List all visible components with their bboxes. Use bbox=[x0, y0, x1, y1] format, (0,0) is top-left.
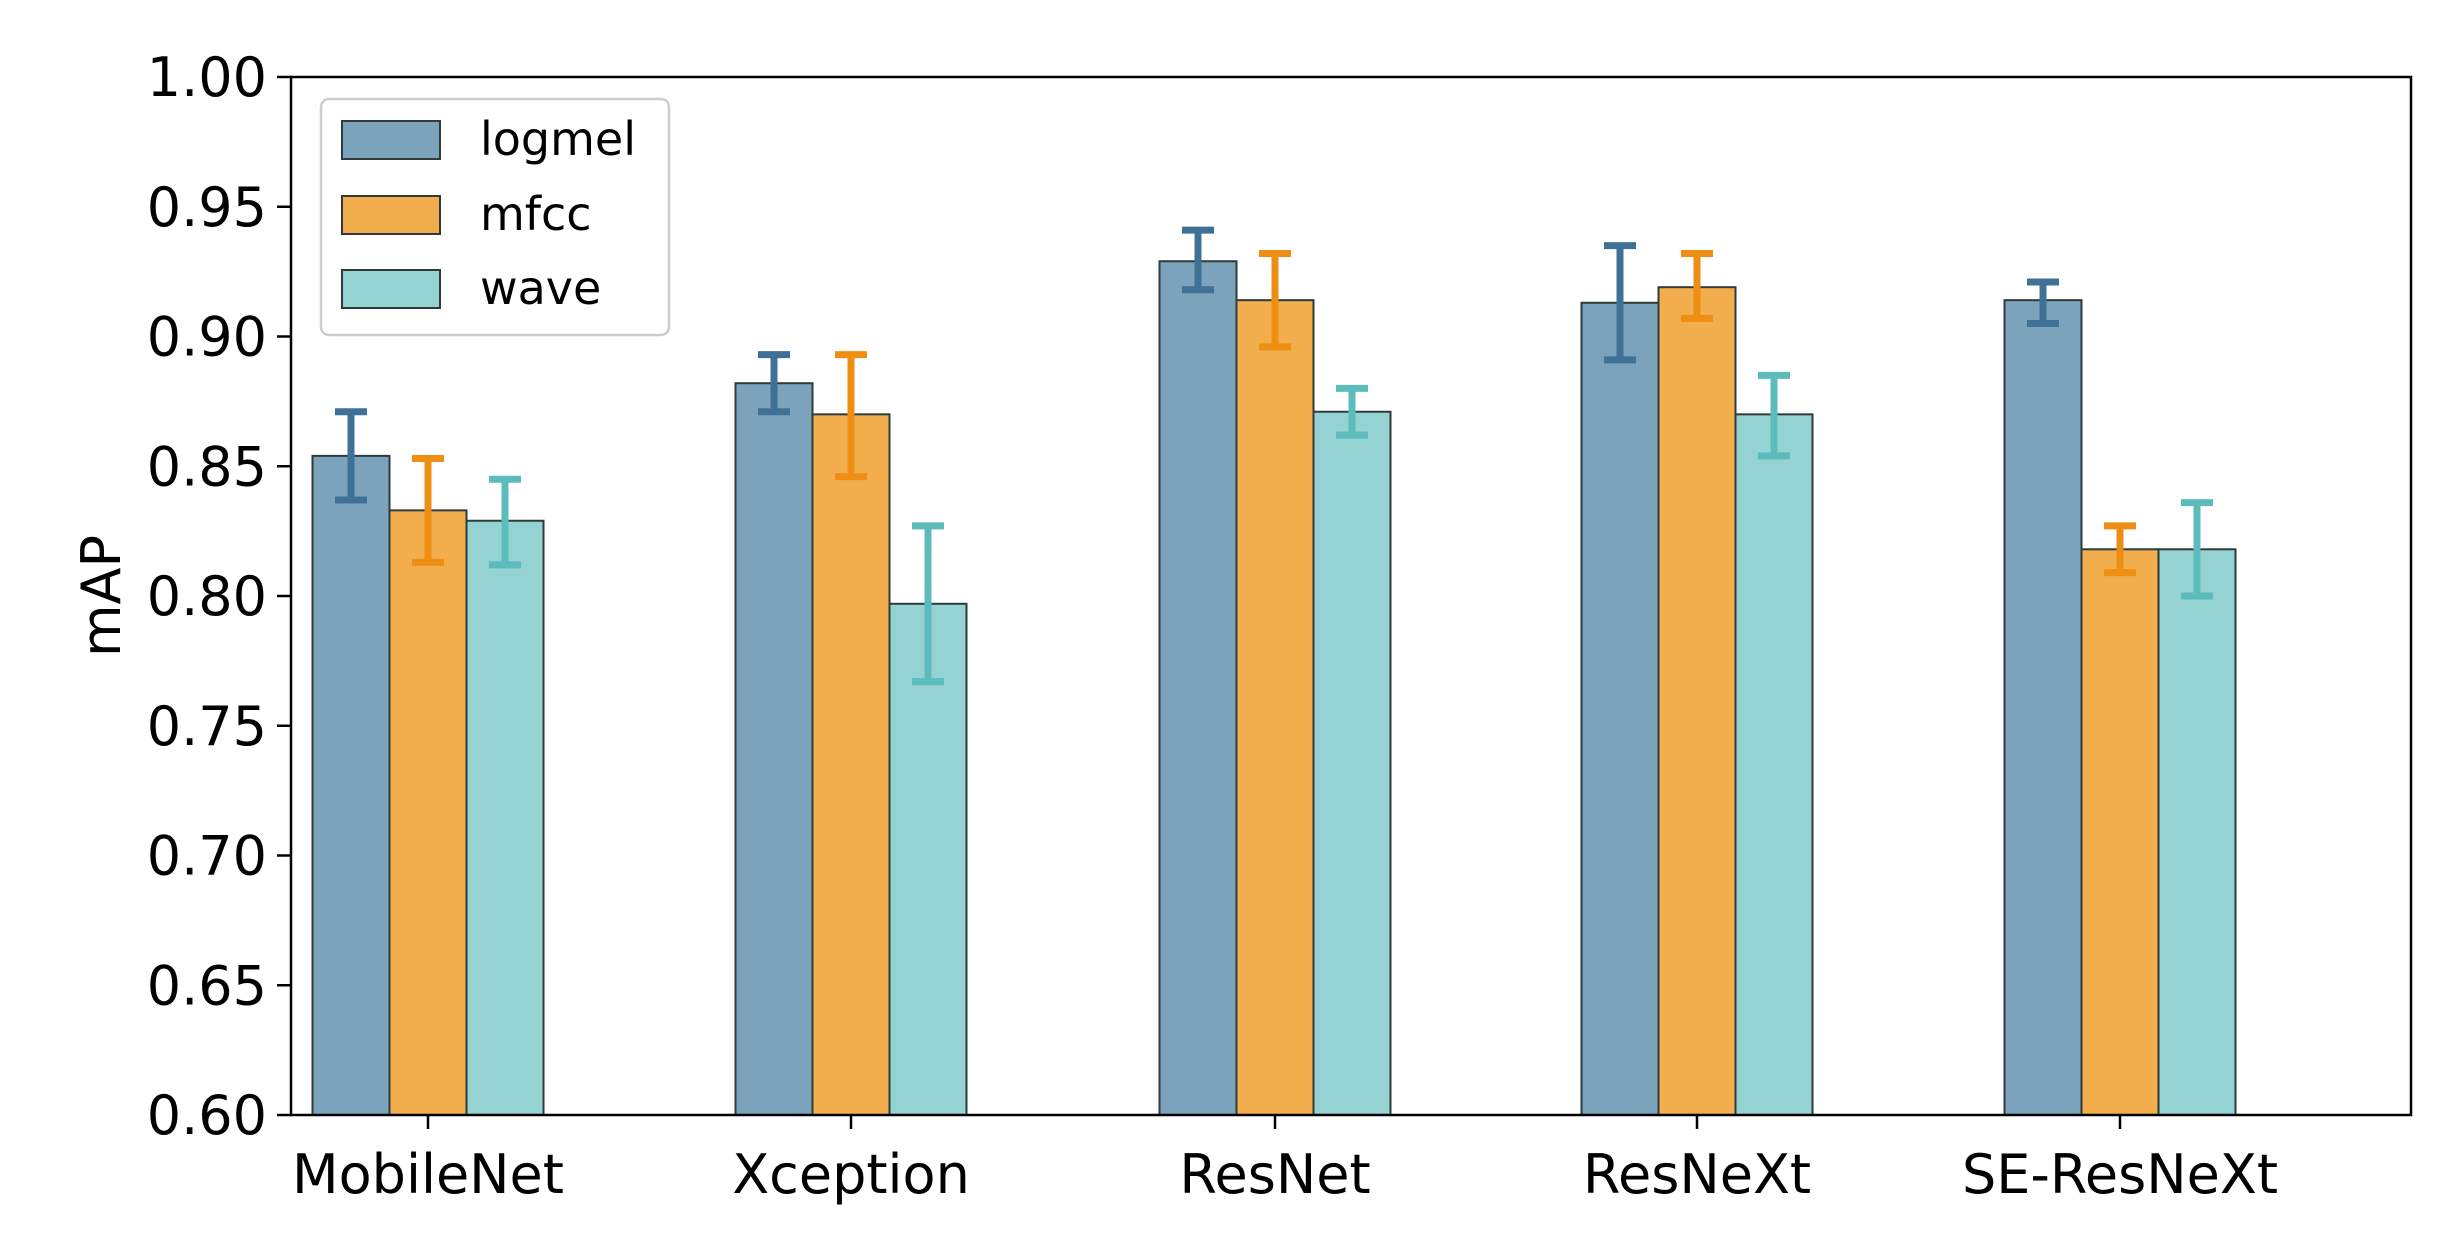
bar-logmel-resnet bbox=[1158, 260, 1238, 1116]
y-axis-label: mAP bbox=[70, 535, 133, 657]
error-bar-mfcc-resnet bbox=[1259, 249, 1291, 351]
legend-swatch-mfcc bbox=[341, 195, 441, 235]
bar-wave-se-resnext bbox=[2157, 548, 2237, 1116]
error-bar-wave-resnet bbox=[1336, 384, 1368, 439]
bar-mfcc-xception bbox=[811, 413, 891, 1117]
error-bar-wave-resnext bbox=[1758, 371, 1790, 460]
error-bar-mfcc-resnext bbox=[1681, 249, 1713, 322]
bar-mfcc-resnet bbox=[1235, 299, 1315, 1117]
bar-wave-mobilenet bbox=[465, 519, 545, 1116]
x-tick-label: MobileNet bbox=[292, 1143, 564, 1206]
error-bar-logmel-resnet bbox=[1182, 226, 1214, 294]
x-tick-label: Xception bbox=[732, 1143, 970, 1206]
legend-label-logmel: logmel bbox=[480, 112, 636, 166]
y-tick-label: 0.65 bbox=[147, 954, 267, 1017]
error-bar-wave-xception bbox=[912, 522, 944, 686]
y-tick-label: 0.75 bbox=[147, 695, 267, 758]
bar-wave-resnext bbox=[1734, 413, 1814, 1117]
bar-logmel-mobilenet bbox=[311, 454, 391, 1116]
y-tick-label: 0.80 bbox=[147, 565, 267, 628]
error-bar-logmel-resnext bbox=[1604, 242, 1636, 364]
legend-swatch-wave bbox=[341, 269, 441, 309]
legend-label-mfcc: mfcc bbox=[480, 187, 592, 241]
error-bar-mfcc-se-resnext bbox=[2104, 522, 2136, 577]
y-tick-label: 1.00 bbox=[147, 46, 267, 109]
error-bar-logmel-mobilenet bbox=[335, 408, 367, 504]
bar-wave-resnet bbox=[1312, 410, 1392, 1116]
bar-wave-xception bbox=[888, 602, 968, 1116]
error-bar-wave-mobilenet bbox=[489, 475, 521, 569]
bar-mfcc-resnext bbox=[1657, 286, 1737, 1116]
y-tick-label: 0.90 bbox=[147, 306, 267, 369]
legend-swatch-logmel bbox=[341, 120, 441, 160]
error-bar-wave-se-resnext bbox=[2181, 499, 2213, 600]
legend-label-wave: wave bbox=[480, 261, 601, 315]
y-tick-label: 0.60 bbox=[147, 1084, 267, 1147]
bar-mfcc-mobilenet bbox=[388, 509, 468, 1116]
bar-mfcc-se-resnext bbox=[2080, 548, 2160, 1116]
bar-logmel-resnext bbox=[1580, 301, 1660, 1116]
bar-logmel-se-resnext bbox=[2003, 299, 2083, 1117]
error-bar-logmel-se-resnext bbox=[2027, 278, 2059, 328]
x-tick-label: SE-ResNeXt bbox=[1962, 1143, 2278, 1206]
legend: logmel mfcc wave bbox=[319, 97, 671, 337]
x-tick-label: ResNeXt bbox=[1583, 1143, 1811, 1206]
y-tick-label: 0.95 bbox=[147, 176, 267, 239]
x-tick-label: ResNet bbox=[1179, 1143, 1370, 1206]
error-bar-mfcc-xception bbox=[835, 351, 867, 481]
error-bar-mfcc-mobilenet bbox=[412, 454, 444, 566]
y-tick-label: 0.70 bbox=[147, 825, 267, 888]
y-tick-label: 0.85 bbox=[147, 435, 267, 498]
bar-logmel-xception bbox=[734, 382, 814, 1116]
error-bar-logmel-xception bbox=[758, 351, 790, 416]
